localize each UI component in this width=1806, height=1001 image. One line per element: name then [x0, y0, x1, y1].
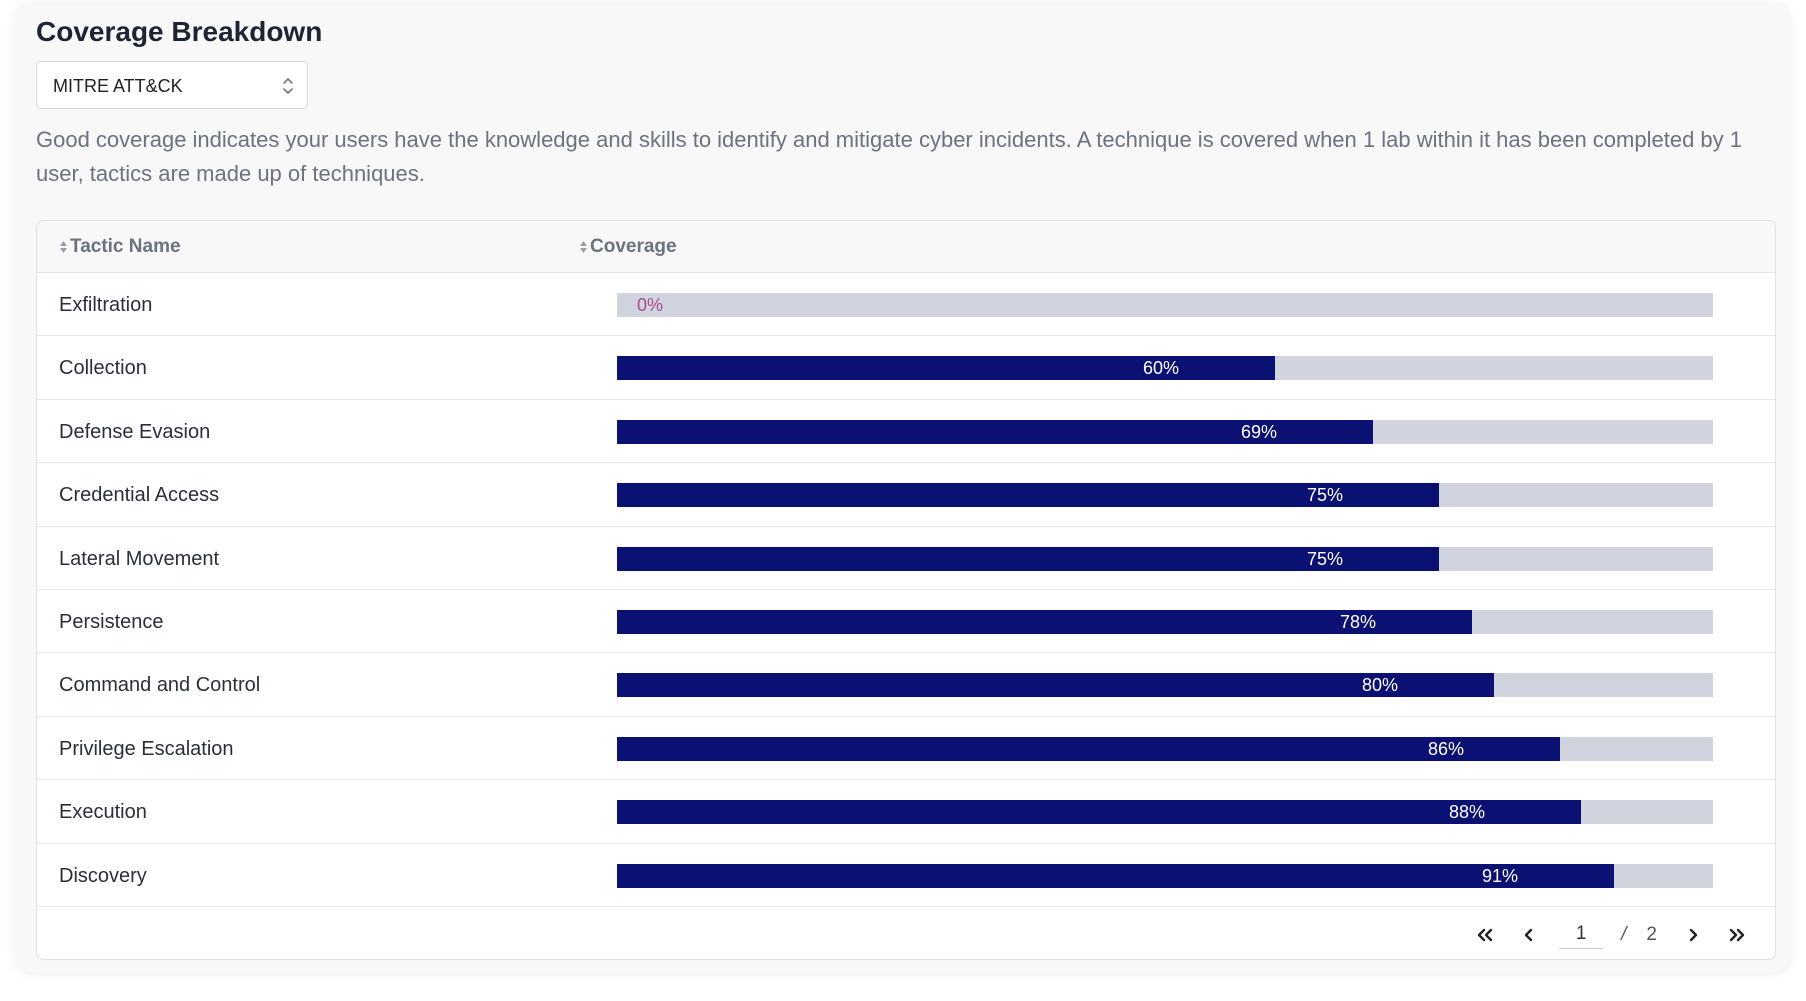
table-row: Exfiltration 0% — [37, 273, 1775, 337]
table-body: Exfiltration 0% Collection 60% Defense Evasi… — [37, 273, 1775, 907]
coverage-percent-label: 80% — [1361, 675, 1398, 696]
pagination: 1 / 2 — [37, 906, 1775, 959]
tactic-name: Exfiltration — [59, 294, 153, 316]
coverage-bar-fill — [617, 673, 1494, 698]
coverage-bar-fill — [617, 356, 1275, 381]
tactic-name: Privilege Escalation — [59, 737, 234, 760]
table-row: Command and Control 80% — [37, 653, 1775, 717]
coverage-bar-fill — [617, 736, 1560, 761]
coverage-bar-track: 0% — [617, 293, 1713, 317]
coverage-bar-track: 78% — [617, 609, 1713, 634]
tactic-name: Credential Access — [59, 484, 220, 507]
table-row: Collection 60% — [37, 336, 1775, 400]
table-row: Discovery 91% — [37, 844, 1775, 907]
coverage-bar-fill — [617, 800, 1581, 825]
coverage-bar-fill — [617, 609, 1472, 634]
coverage-bar-fill — [617, 863, 1614, 888]
page-separator: / — [1621, 923, 1627, 945]
coverage-bar-track: 75% — [617, 546, 1713, 571]
tactic-name: Execution — [59, 801, 147, 824]
tactic-name: Command and Control — [59, 674, 261, 697]
coverage-percent-label: 60% — [1142, 358, 1179, 379]
coverage-description: Good coverage indicates your users have … — [36, 127, 1743, 186]
tactic-name: Lateral Movement — [59, 547, 220, 570]
column-header-tactic-name[interactable]: Tactic Name — [59, 236, 181, 258]
first-page-button[interactable] — [1471, 923, 1499, 947]
column-header-label: Tactic Name — [70, 236, 181, 257]
coverage-percent-label: 75% — [1306, 485, 1343, 506]
coverage-bar-track: 88% — [617, 800, 1713, 825]
coverage-percent-label: 88% — [1448, 802, 1485, 823]
total-pages: 2 — [1646, 923, 1657, 945]
coverage-breakdown-card: Coverage Breakdown MITRE ATT&CK Good cov… — [14, 2, 1791, 972]
coverage-percent-label: 86% — [1427, 738, 1464, 759]
coverage-bar-track: 80% — [617, 673, 1713, 698]
sort-icon — [580, 241, 587, 253]
chevron-left-icon — [1524, 928, 1533, 941]
table-row: Persistence 78% — [37, 590, 1775, 654]
tactic-name: Persistence — [59, 610, 164, 633]
chevron-right-icon — [1689, 928, 1698, 941]
coverage-percent-label: 69% — [1240, 421, 1277, 442]
coverage-table: Tactic Name Coverage Exfiltration 0% Colle… — [36, 220, 1776, 960]
framework-select[interactable]: MITRE ATT&CK — [36, 61, 308, 109]
coverage-percent-label: 0% — [637, 295, 664, 315]
column-header-label: Coverage — [590, 236, 677, 257]
next-page-button[interactable] — [1679, 923, 1707, 947]
coverage-percent-label: 78% — [1339, 611, 1376, 632]
current-page-input[interactable]: 1 — [1559, 920, 1604, 949]
coverage-bar-fill — [617, 483, 1439, 508]
framework-select-value: MITRE ATT&CK — [53, 76, 183, 96]
tactic-name: Discovery — [59, 864, 147, 887]
table-row: Lateral Movement 75% — [37, 527, 1775, 590]
double-chevron-right-icon — [1729, 928, 1745, 941]
page-title: Coverage Breakdown — [36, 16, 323, 47]
coverage-bar-fill — [617, 419, 1373, 444]
table-row: Credential Access 75% — [37, 463, 1775, 527]
sort-icon — [60, 241, 67, 253]
coverage-bar-fill — [617, 546, 1439, 571]
coverage-bar-track: 60% — [617, 356, 1713, 381]
table-header: Tactic Name Coverage — [37, 221, 1775, 273]
table-row: Defense Evasion 69% — [37, 400, 1775, 464]
coverage-percent-label: 91% — [1481, 865, 1518, 886]
coverage-bar-track: 91% — [617, 863, 1713, 888]
previous-page-button[interactable] — [1515, 923, 1543, 947]
table-row: Privilege Escalation 86% — [37, 717, 1775, 781]
coverage-bar-track: 86% — [617, 736, 1713, 761]
column-header-coverage[interactable]: Coverage — [579, 236, 677, 258]
table-row: Execution 88% — [37, 780, 1775, 844]
coverage-bar-track: 75% — [617, 483, 1713, 508]
chevron-up-down-icon — [283, 78, 293, 94]
last-page-button[interactable] — [1723, 923, 1751, 947]
coverage-bar-track: 69% — [617, 419, 1713, 444]
double-chevron-left-icon — [1477, 928, 1493, 941]
coverage-percent-label: 75% — [1306, 548, 1343, 569]
tactic-name: Collection — [59, 357, 147, 380]
tactic-name: Defense Evasion — [59, 420, 211, 443]
